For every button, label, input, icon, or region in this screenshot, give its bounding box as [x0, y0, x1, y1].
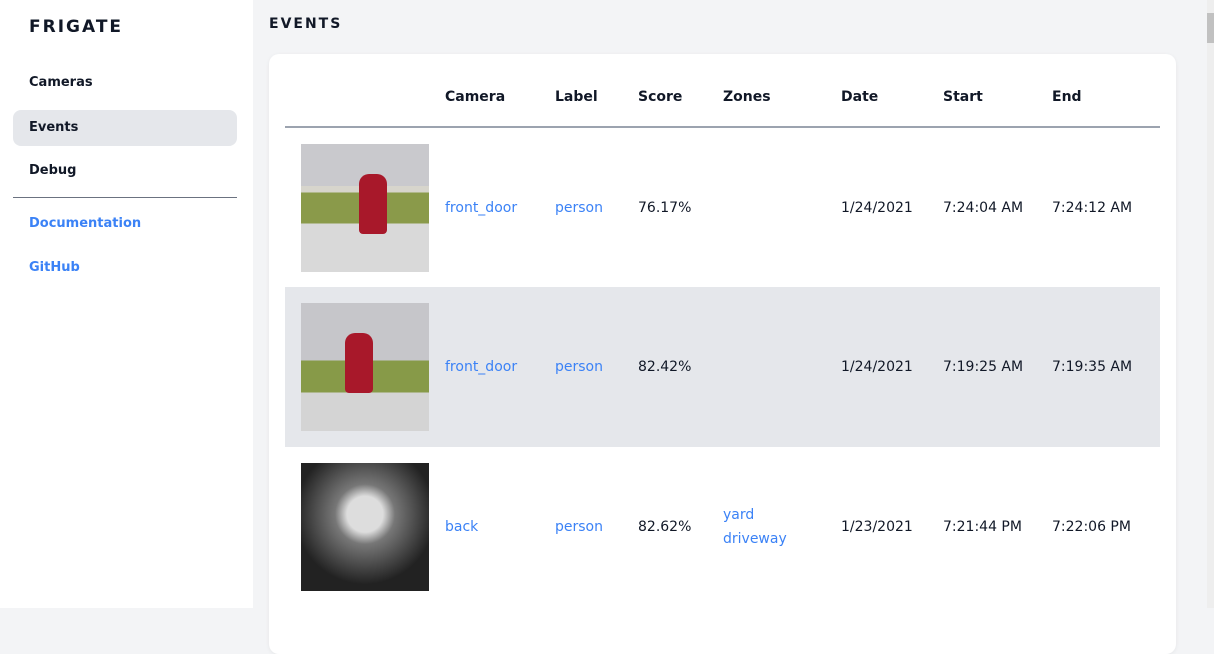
event-thumbnail[interactable] [301, 463, 429, 591]
col-zones: Zones [723, 54, 841, 128]
start-time: 7:21:44 PM [943, 519, 1022, 535]
sidebar-divider [13, 197, 237, 198]
sidebar-link-documentation[interactable]: Documentation [29, 216, 142, 231]
score: 76.17% [638, 199, 692, 216]
end-time: 7:19:35 AM [1052, 287, 1160, 447]
event-thumbnail[interactable] [301, 303, 429, 431]
event-thumbnail[interactable] [301, 143, 429, 272]
zones: yard driveway [723, 447, 841, 607]
end-time: 7:22:06 PM [1052, 519, 1131, 535]
app-logo: FRIGATE [29, 17, 124, 37]
sidebar-link-github[interactable]: GitHub [29, 260, 80, 275]
table-row[interactable]: front_door person 82.42% 1/24/2021 7:19:… [285, 287, 1160, 447]
sidebar: FRIGATE Cameras Events Debug Documentati… [0, 0, 253, 608]
sidebar-item-cameras[interactable]: Cameras [29, 75, 93, 90]
score: 82.62% [638, 519, 692, 535]
events-card: Camera Label Score Zones Date Start End … [269, 54, 1176, 654]
col-thumbnail [285, 54, 445, 128]
start-time: 7:24:04 AM [943, 199, 1024, 216]
col-date: Date [841, 54, 943, 128]
zone-link[interactable]: driveway [723, 531, 787, 547]
sidebar-item-events[interactable]: Events [13, 110, 237, 146]
label-link[interactable]: person [555, 287, 638, 447]
sidebar-item-debug[interactable]: Debug [29, 163, 77, 178]
date: 1/23/2021 [841, 519, 913, 535]
col-label: Label [555, 54, 638, 128]
scrollbar-thumb[interactable] [1207, 13, 1214, 43]
col-end: End [1052, 54, 1160, 128]
date: 1/24/2021 [841, 199, 913, 216]
zone-link[interactable]: yard [723, 507, 755, 523]
zones [723, 287, 841, 447]
label-link[interactable]: person [555, 199, 603, 216]
score: 82.42% [638, 287, 723, 447]
table-row[interactable]: front_door person 76.17% 1/24/2021 7:24:… [285, 127, 1160, 287]
events-table: Camera Label Score Zones Date Start End … [285, 54, 1160, 607]
col-score: Score [638, 54, 723, 128]
end-time: 7:24:12 AM [1052, 199, 1133, 216]
label-link[interactable]: person [555, 519, 603, 535]
zones [723, 127, 841, 287]
col-start: Start [943, 54, 1052, 128]
camera-link[interactable]: front_door [445, 199, 518, 216]
col-camera: Camera [445, 54, 555, 128]
camera-link[interactable]: back [445, 519, 479, 535]
date: 1/24/2021 [841, 287, 943, 447]
start-time: 7:19:25 AM [943, 287, 1052, 447]
table-row[interactable]: back person 82.62% yard driveway 1/23/202… [285, 447, 1160, 607]
page-title: EVENTS [269, 16, 343, 32]
main-content: EVENTS Camera Label Score Zones Date Sta… [253, 0, 1207, 654]
camera-link[interactable]: front_door [445, 287, 555, 447]
scrollbar[interactable] [1207, 0, 1214, 608]
table-header: Camera Label Score Zones Date Start End [285, 54, 1160, 128]
